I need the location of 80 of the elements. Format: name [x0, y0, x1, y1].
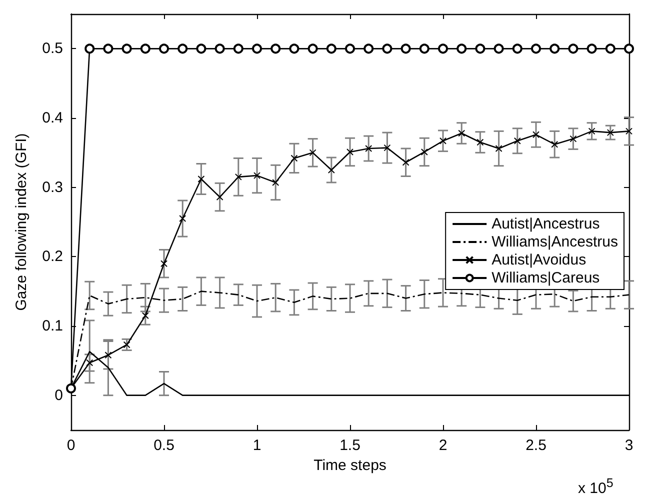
point	[624, 44, 634, 54]
y-tick-label: 0.2	[42, 248, 63, 266]
point	[494, 44, 504, 54]
y-tick-label: 0.5	[42, 40, 63, 58]
x-tick-label: 1	[252, 437, 262, 454]
y-axis-title: Gaze following index (GFI)	[13, 133, 30, 311]
point	[234, 173, 242, 180]
x-tick-label: 3	[624, 437, 634, 454]
legend-label: Autist|Avoidus	[492, 252, 586, 268]
point	[142, 312, 149, 320]
point	[140, 44, 150, 54]
point	[402, 158, 410, 166]
point	[104, 352, 112, 359]
point	[309, 149, 316, 156]
x-tick-label: 2.5	[526, 437, 546, 454]
point	[122, 44, 132, 54]
point	[179, 215, 186, 222]
point	[514, 137, 521, 144]
point	[198, 176, 205, 183]
point	[382, 44, 392, 54]
point	[289, 44, 300, 54]
point	[272, 178, 280, 186]
point	[531, 44, 541, 54]
x-tick-label: 0.5	[154, 437, 174, 454]
point	[438, 44, 448, 54]
point	[440, 137, 446, 144]
point	[326, 44, 336, 54]
point	[551, 140, 558, 148]
point	[419, 44, 430, 54]
point	[532, 131, 540, 138]
point	[216, 194, 224, 201]
point	[512, 44, 522, 54]
point	[178, 44, 188, 54]
point	[252, 44, 262, 54]
point	[160, 260, 168, 268]
point	[495, 145, 502, 152]
point	[308, 44, 318, 54]
point	[586, 44, 597, 54]
y-tick-label: 0.4	[42, 110, 63, 126]
y-tick-label: 0.1	[42, 318, 63, 334]
point	[84, 44, 95, 54]
x-tick-label: 1.5	[340, 437, 360, 454]
point	[328, 166, 335, 174]
point	[364, 44, 374, 54]
point	[588, 128, 596, 135]
legend-label: Autist|Ancestrus	[492, 216, 600, 232]
point	[103, 44, 114, 54]
point	[550, 44, 560, 54]
point	[476, 138, 484, 146]
x-tick-label: 2	[438, 437, 448, 454]
x-axis-title: Time steps	[314, 456, 386, 474]
point	[458, 130, 466, 137]
point	[568, 44, 578, 54]
point	[123, 341, 130, 348]
point	[196, 44, 206, 54]
y-tick-label: 0	[54, 386, 63, 404]
point	[420, 148, 428, 156]
point	[626, 128, 632, 135]
point	[605, 44, 616, 54]
point	[254, 172, 260, 180]
text: x 10$^{5}$	[578, 476, 614, 497]
x-tick-label: 0	[66, 437, 76, 454]
point	[345, 44, 355, 54]
point	[233, 44, 244, 54]
point	[159, 44, 169, 54]
point	[606, 129, 614, 136]
point	[290, 154, 298, 162]
point	[365, 145, 372, 152]
point	[384, 144, 391, 152]
legend-label: Williams|Ancestrus	[492, 234, 618, 250]
point	[475, 44, 486, 54]
point	[570, 135, 577, 142]
point	[346, 148, 354, 156]
point	[456, 44, 467, 54]
legend-label: Williams|Careus	[492, 270, 600, 286]
point	[400, 44, 411, 54]
point	[214, 44, 225, 54]
y-tick-label: 0.3	[42, 178, 63, 196]
point	[270, 44, 281, 54]
point	[86, 359, 94, 366]
